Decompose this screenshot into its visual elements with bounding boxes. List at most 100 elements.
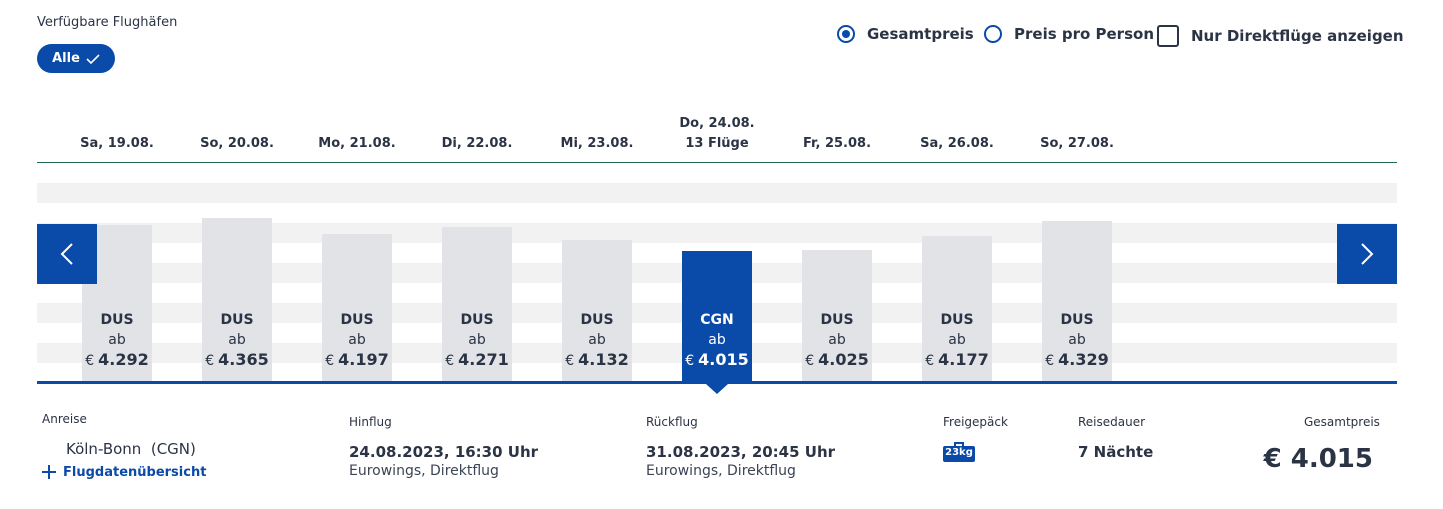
from-label: ab <box>828 332 846 348</box>
airport-code: DUS <box>220 312 254 328</box>
price-value: 4.025 <box>818 350 869 369</box>
return-info: Eurowings, Direktflug <box>646 463 796 479</box>
from-label: ab <box>1068 332 1086 348</box>
from-label: ab <box>588 332 606 348</box>
date-label: So, 27.08. <box>1040 136 1114 151</box>
price-bar-label: DUS ab €4.365 <box>202 310 272 371</box>
direct-only-checkbox[interactable] <box>1157 25 1179 47</box>
flight-count-label: 13 Flüge <box>685 136 749 151</box>
date-header[interactable]: Mi, 23.08. <box>537 134 657 154</box>
direct-only-label: Nur Direktflüge anzeigen <box>1191 27 1404 45</box>
price-bar[interactable] <box>202 218 272 381</box>
price-value: 4.292 <box>98 350 149 369</box>
currency-symbol: € <box>85 353 95 369</box>
price-bar-selected[interactable] <box>682 251 752 381</box>
return-label: Rückflug <box>646 415 698 429</box>
price-bar-label: DUS ab €4.025 <box>802 310 872 371</box>
flight-overview-label: Flugdatenübersicht <box>63 464 207 480</box>
date-header[interactable]: Fr, 25.08. <box>777 134 897 154</box>
date-label: Di, 22.08. <box>441 136 513 151</box>
baggage-icon: 23kg <box>943 440 975 462</box>
currency-symbol: € <box>1045 353 1055 369</box>
airport-code: DUS <box>820 312 854 328</box>
price-bar-label: DUS ab €4.329 <box>1042 310 1112 371</box>
date-label: Fr, 25.08. <box>802 136 872 151</box>
outbound-label: Hinflug <box>349 415 392 429</box>
date-label: Sa, 26.08. <box>920 136 994 151</box>
from-label: ab <box>708 332 726 348</box>
chevron-left-icon <box>60 243 73 265</box>
prev-button[interactable] <box>37 224 97 284</box>
price-bar-label: DUS ab €4.271 <box>442 310 512 371</box>
per-person-radio[interactable] <box>984 25 1002 43</box>
total-price-label: Gesamtpreis <box>867 25 974 43</box>
date-label: Do, 24.08. <box>679 116 755 131</box>
outbound-datetime: 24.08.2023, 16:30 Uhr <box>349 443 539 461</box>
total-price-radio[interactable] <box>837 25 855 43</box>
from-label: ab <box>468 332 486 348</box>
per-person-option[interactable]: Preis pro Person <box>984 25 1154 43</box>
price-bar[interactable] <box>802 250 872 381</box>
chart-baseline <box>37 381 1397 384</box>
date-header[interactable]: Sa, 19.08. <box>57 134 177 154</box>
check-icon <box>86 53 100 64</box>
plus-icon <box>42 465 56 479</box>
all-airports-button[interactable]: Alle <box>37 44 115 73</box>
airport-code: DUS <box>940 312 974 328</box>
price-value: 4.132 <box>578 350 629 369</box>
price-bar-label: DUS ab €4.292 <box>82 310 152 371</box>
price-bar[interactable] <box>1042 221 1112 381</box>
grid-stripe <box>37 183 1397 203</box>
airport-code: DUS <box>580 312 614 328</box>
flight-overview-link[interactable]: Flugdatenübersicht <box>41 464 206 480</box>
currency-symbol: € <box>925 353 935 369</box>
price-value: 4.197 <box>338 350 389 369</box>
date-label: So, 20.08. <box>200 136 274 151</box>
airports-label: Verfügbare Flughäfen <box>37 15 178 30</box>
arrival-value: Köln-Bonn (CGN) <box>66 440 196 458</box>
price-bar-label: CGN ab €4.015 <box>682 310 752 371</box>
currency-symbol: € <box>565 353 575 369</box>
price-bar[interactable] <box>322 234 392 381</box>
duration-label: Reisedauer <box>1078 415 1146 429</box>
direct-only-option[interactable]: Nur Direktflüge anzeigen <box>1157 25 1404 47</box>
price-bar[interactable] <box>922 236 992 381</box>
baggage-value: 23kg <box>945 447 973 458</box>
airport-code: DUS <box>1060 312 1094 328</box>
baggage-label: Freigepäck <box>943 415 1008 429</box>
return-datetime: 31.08.2023, 20:45 Uhr <box>646 443 836 461</box>
currency-symbol: € <box>805 353 815 369</box>
price-bar[interactable] <box>442 227 512 381</box>
from-label: ab <box>228 332 246 348</box>
date-header[interactable]: Di, 22.08. <box>417 134 537 154</box>
currency-symbol: € <box>445 353 455 369</box>
date-header[interactable]: So, 20.08. <box>177 134 297 154</box>
currency-symbol: € <box>205 353 215 369</box>
total-price-value: € 4.015 <box>1263 444 1373 474</box>
price-bar-label: DUS ab €4.197 <box>322 310 392 371</box>
duration-value: 7 Nächte <box>1078 443 1154 461</box>
header-divider <box>37 162 1397 163</box>
date-label: Mi, 23.08. <box>560 136 634 151</box>
date-header[interactable]: Sa, 26.08. <box>897 134 1017 154</box>
next-button[interactable] <box>1337 224 1397 284</box>
chevron-right-icon <box>1361 243 1374 265</box>
date-header[interactable]: So, 27.08. <box>1017 134 1137 154</box>
date-label: Sa, 19.08. <box>80 136 154 151</box>
from-label: ab <box>108 332 126 348</box>
price-bar[interactable] <box>562 240 632 381</box>
price-value: 4.329 <box>1058 350 1109 369</box>
all-airports-label: Alle <box>52 51 80 66</box>
total-price-heading: Gesamtpreis <box>1304 415 1380 429</box>
total-price-option[interactable]: Gesamtpreis <box>837 25 974 43</box>
airport-code: DUS <box>100 312 134 328</box>
currency-symbol: € <box>325 353 335 369</box>
date-header-selected[interactable]: Do, 24.08. 13 Flüge <box>657 114 777 154</box>
outbound-info: Eurowings, Direktflug <box>349 463 499 479</box>
price-value: 4.177 <box>938 350 989 369</box>
date-header[interactable]: Mo, 21.08. <box>297 134 417 154</box>
date-label: Mo, 21.08. <box>318 136 396 151</box>
airport-code: DUS <box>340 312 374 328</box>
price-value: 4.365 <box>218 350 269 369</box>
currency-symbol: € <box>685 353 695 369</box>
